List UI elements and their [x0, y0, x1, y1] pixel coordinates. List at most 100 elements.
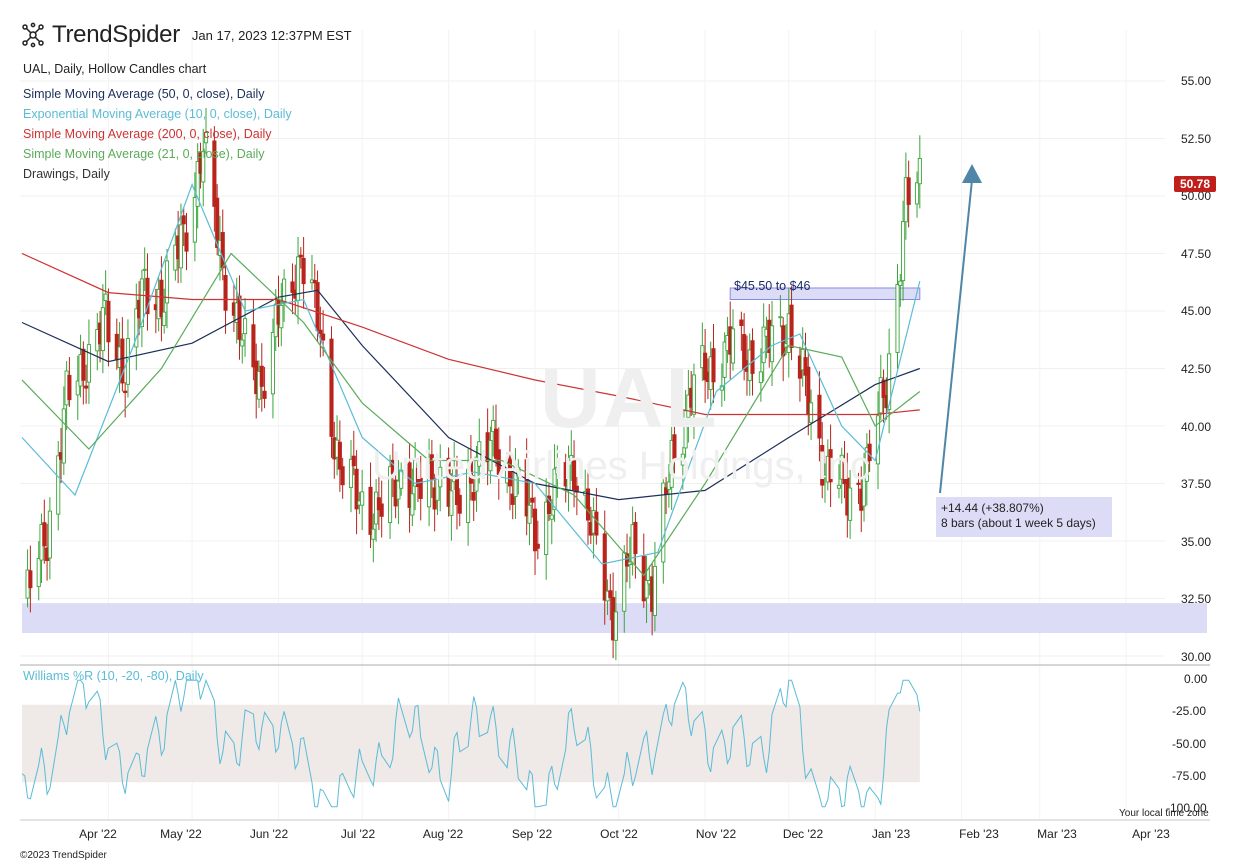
williams-r-line: [21, 678, 921, 808]
candle-body: [524, 459, 529, 517]
legend-sma-50[interactable]: Simple Moving Average (50, 0, close), Da…: [23, 87, 265, 101]
candle-body: [901, 221, 906, 282]
candle-body: [61, 408, 66, 464]
candle-body: [178, 224, 183, 269]
candle-body: [474, 456, 479, 492]
candle-body: [652, 565, 657, 616]
sma-21-line: [21, 252, 921, 577]
measurement-box[interactable]: +14.44 (+38.807%) 8 bars (about 1 week 5…: [936, 497, 1112, 537]
candle-body: [624, 553, 630, 567]
candle-body: [407, 462, 412, 508]
candle-body: [491, 419, 496, 433]
candle-body: [301, 257, 306, 285]
candle-body: [243, 318, 248, 335]
candle-body: [123, 390, 128, 394]
copyright: ©2023 TrendSpider: [20, 850, 107, 861]
candle-body: [203, 132, 209, 144]
candle-body: [446, 457, 451, 507]
candle-body: [530, 497, 535, 503]
month-label: May '22: [160, 827, 202, 841]
candle-body: [86, 344, 91, 383]
candle-body: [368, 486, 373, 535]
candle-body: [856, 482, 861, 485]
legend-sma-200[interactable]: Simple Moving Average (200, 0, close), D…: [23, 127, 272, 141]
candle-body: [192, 197, 197, 243]
price-axis-label: 32.50: [1181, 592, 1212, 606]
candle-body: [438, 466, 443, 488]
candle-body: [162, 311, 167, 327]
candle-body: [722, 341, 727, 378]
candle-body: [820, 445, 825, 486]
candle-body: [142, 268, 147, 271]
candle-body: [103, 293, 108, 302]
candle-body: [633, 521, 638, 554]
candle-body: [569, 455, 574, 462]
measurement-change: +14.44 (+38.807%): [941, 501, 1044, 515]
month-label: Jan '23: [871, 827, 911, 841]
osc-axis-label: -100.00: [1166, 801, 1207, 815]
candle-body: [354, 468, 359, 510]
chart-title: UAL, Daily, Hollow Candles chart: [23, 62, 207, 76]
legend-drawings[interactable]: Drawings, Daily: [23, 167, 110, 181]
price-axis-label: 45.00: [1181, 304, 1212, 318]
candle-body: [435, 477, 440, 501]
candle-body: [532, 508, 538, 552]
candle-body: [452, 466, 457, 483]
drawings[interactable]: [939, 164, 982, 494]
candle-body: [84, 385, 89, 389]
brand-name: TrendSpider: [52, 21, 180, 48]
candle-body: [262, 390, 267, 399]
candle-body: [329, 338, 334, 437]
candle-body: [703, 352, 708, 381]
candle-body: [215, 197, 220, 248]
month-label: Dec '22: [782, 827, 824, 841]
candle-body: [134, 308, 139, 348]
timezone-label[interactable]: Your local time zone: [1119, 808, 1209, 819]
candle-body: [56, 455, 61, 515]
candle-body: [42, 522, 47, 547]
moving-averages: [21, 182, 921, 577]
osc-axis-label: -75.00: [1172, 769, 1207, 783]
price-axis-label: 42.50: [1181, 362, 1212, 376]
candle-body: [906, 177, 911, 205]
candle-body: [28, 570, 33, 589]
month-label: Jun '22: [249, 827, 289, 841]
candle-body: [644, 580, 649, 599]
legend-sma-21[interactable]: Simple Moving Average (21, 0, close), Da…: [23, 147, 265, 161]
month-label: Apr '23: [1132, 827, 1170, 841]
candle-body: [270, 331, 275, 395]
candle-body: [613, 611, 618, 641]
candle-body: [390, 459, 395, 474]
osc-axis-label: -25.00: [1172, 704, 1207, 718]
candle-body: [387, 466, 393, 523]
price-zone-45-46: [729, 287, 921, 300]
measurement-bars: 8 bars (about 1 week 5 days): [941, 516, 1096, 530]
sma-200-line: [21, 252, 920, 416]
candle-body: [552, 468, 557, 511]
candle-body: [106, 300, 111, 343]
chart-timestamp: Jan 17, 2023 12:37PM EST: [191, 27, 352, 43]
candle-body: [240, 339, 245, 347]
candle-body: [259, 365, 264, 387]
month-label: Apr '22: [79, 827, 117, 841]
candle-body: [817, 394, 822, 439]
candle-body: [184, 232, 189, 252]
zone-label[interactable]: $45.50 to $46: [734, 279, 811, 293]
legend-ema-10[interactable]: Exponential Moving Average (10, 0, close…: [23, 107, 292, 121]
trend-arrow-line: [939, 179, 973, 494]
candle-body: [418, 477, 423, 499]
candle-body: [493, 428, 499, 459]
candle-body: [594, 511, 599, 536]
candle-body: [761, 326, 766, 364]
candle-body: [220, 232, 225, 269]
chart-header: TrendSpider Jan 17, 2023 12:37PM EST: [20, 20, 352, 50]
legend-williams-r[interactable]: Williams %R (10, -20, -80), Daily: [23, 669, 204, 683]
candle-body: [125, 338, 131, 385]
candle-body: [164, 260, 170, 304]
candle-body: [318, 329, 323, 334]
candle-body: [223, 275, 228, 311]
trendspider-logo-icon: [22, 22, 44, 48]
candle-body: [488, 440, 493, 472]
candle-body: [914, 182, 920, 205]
